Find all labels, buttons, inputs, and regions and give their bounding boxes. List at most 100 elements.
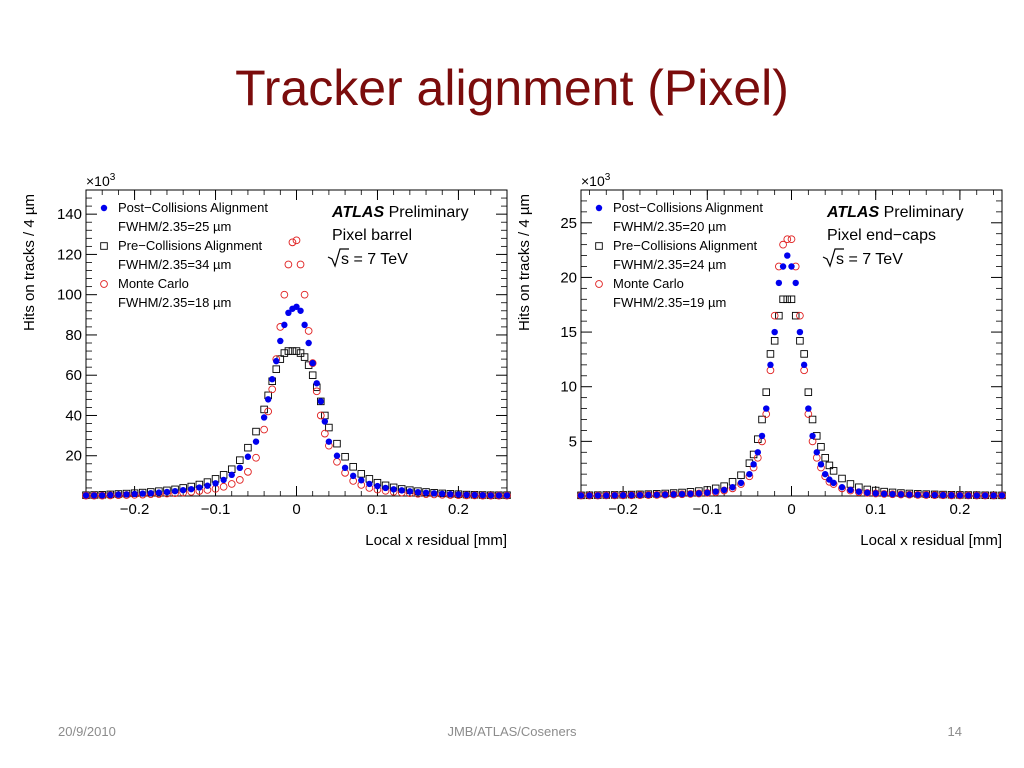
legend-marker (100, 242, 108, 250)
data-point (333, 439, 341, 448)
data-point (846, 480, 855, 488)
data-point (264, 407, 273, 416)
data-point (479, 491, 486, 499)
energy-label: s = 7 TeV (341, 251, 408, 268)
series-post-collisions (82, 303, 511, 499)
data-point (333, 452, 341, 459)
data-point (762, 388, 770, 396)
y-tick-label: 10 (560, 379, 577, 396)
data-point (838, 484, 846, 491)
data-point (495, 492, 503, 499)
data-point (313, 380, 320, 387)
data-point (98, 492, 106, 499)
data-point (357, 470, 366, 478)
data-point (889, 490, 896, 498)
x-tick-label: 0 (292, 501, 300, 518)
detector-label: Pixel end−caps (827, 227, 936, 244)
data-point (784, 252, 791, 259)
y-tick-label: 120 (57, 246, 82, 263)
sqrt-symbol (327, 248, 349, 268)
data-point (292, 236, 301, 245)
data-point (227, 465, 236, 473)
data-point (155, 489, 163, 496)
legend-entry: Pre−Collisions Alignment (118, 238, 263, 253)
data-point (888, 490, 897, 499)
data-point (804, 388, 813, 396)
data-point (817, 443, 825, 451)
data-point (653, 491, 660, 498)
data-point (585, 491, 594, 500)
y-tick-label: 15 (560, 324, 577, 341)
data-point (196, 484, 203, 491)
data-point (273, 357, 280, 365)
footer-center-text: JMB/ATLAS/Coseners (447, 724, 577, 739)
y-tick-label: 60 (65, 367, 82, 384)
y-tick-label: 20 (65, 448, 82, 465)
data-point (349, 472, 357, 480)
data-point (236, 464, 244, 472)
data-point (285, 309, 292, 317)
data-point (619, 492, 627, 499)
data-point (269, 376, 276, 383)
data-point (830, 479, 837, 487)
legend-detail: FWHM/2.35=24 µm (613, 257, 726, 272)
data-point (244, 443, 252, 452)
data-point (669, 490, 678, 499)
data-point (252, 453, 260, 462)
x-tick-label: −0.1 (201, 501, 231, 518)
data-point (729, 484, 736, 491)
x-tick-label: −0.1 (692, 501, 722, 518)
data-point (219, 482, 228, 491)
data-point (171, 487, 179, 495)
data-point (805, 405, 812, 412)
data-point (341, 452, 349, 461)
data-point (312, 387, 321, 396)
data-point (272, 365, 281, 373)
data-point (972, 491, 981, 500)
data-point (906, 491, 913, 498)
plot-frame (85, 189, 508, 497)
data-point (292, 347, 301, 355)
data-point (321, 411, 329, 420)
data-point (577, 491, 585, 500)
data-point (771, 328, 778, 336)
data-point (139, 490, 146, 497)
data-point (809, 432, 816, 440)
data-point (754, 435, 762, 443)
data-point (636, 491, 644, 499)
x-tick-label: 0.2 (448, 501, 469, 518)
data-point (288, 347, 297, 355)
data-point (758, 415, 766, 424)
data-point (922, 491, 931, 499)
data-point (603, 492, 610, 499)
data-point (704, 489, 711, 496)
data-point (107, 491, 114, 499)
data-point (204, 482, 211, 489)
data-point (686, 490, 695, 498)
data-point (188, 485, 195, 493)
x-tick-label: −0.2 (120, 501, 150, 518)
data-point (989, 491, 998, 500)
data-point (775, 311, 783, 320)
data-point (503, 492, 511, 499)
data-point (645, 491, 652, 499)
legend-marker (595, 204, 603, 212)
legend-entry: Post−Collisions Alignment (118, 200, 268, 215)
data-point (939, 491, 947, 499)
data-point (817, 461, 825, 468)
y-tick-label: 80 (65, 327, 82, 344)
data-point (115, 491, 122, 498)
x-tick-label: 0 (787, 501, 795, 518)
data-point (947, 491, 956, 500)
data-point (948, 492, 955, 499)
data-point (808, 415, 817, 424)
data-point (981, 492, 989, 499)
footer-date: 20/9/2010 (58, 724, 116, 739)
data-point (783, 295, 792, 304)
energy-label: s = 7 TeV (836, 251, 903, 268)
data-point (586, 492, 593, 499)
data-point (864, 489, 871, 496)
data-point (796, 311, 804, 320)
data-point (406, 488, 414, 495)
chart-pixel-barrel: −0.2 −0.1 0 0.1 0.2 20 40 60 80 100 120 140×103 Loca… (21, 172, 511, 549)
